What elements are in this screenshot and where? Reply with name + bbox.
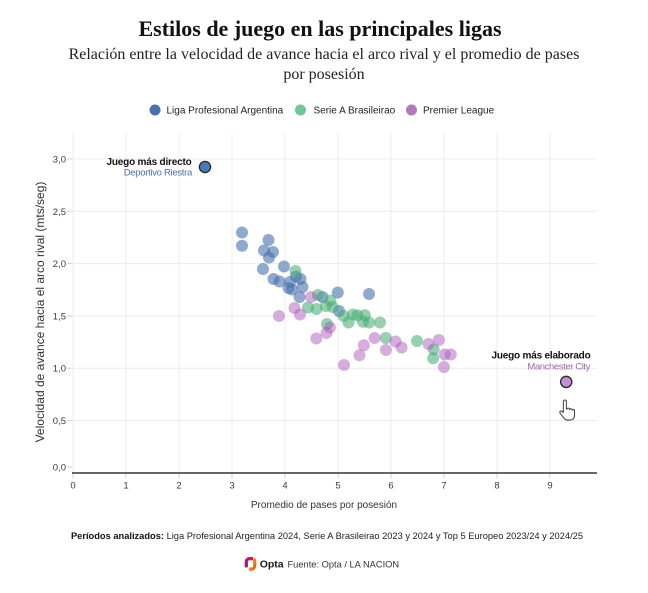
svg-text:Serie A Brasileirao: Serie A Brasileirao (314, 106, 396, 117)
svg-text:Fuente: Opta / LA NACION: Fuente: Opta / LA NACION (288, 559, 400, 569)
svg-text:Velocidad de avance hacia el a: Velocidad de avance hacia el arco rival … (33, 182, 47, 443)
svg-text:Manchester City: Manchester City (527, 362, 590, 373)
svg-text:2,5: 2,5 (53, 207, 66, 218)
svg-text:0: 0 (70, 481, 75, 492)
svg-text:0,5: 0,5 (53, 416, 66, 427)
svg-text:Juego más elaborado: Juego más elaborado (491, 350, 590, 361)
svg-text:8: 8 (494, 481, 499, 492)
svg-text:4: 4 (282, 481, 287, 492)
svg-text:7: 7 (441, 481, 446, 492)
svg-text:5: 5 (335, 481, 340, 492)
svg-text:0,0: 0,0 (53, 463, 66, 474)
svg-text:9: 9 (547, 481, 552, 492)
svg-text:Premier League: Premier League (423, 106, 495, 117)
svg-text:2,0: 2,0 (53, 259, 66, 270)
svg-text:2: 2 (176, 481, 181, 492)
svg-text:1,5: 1,5 (53, 311, 66, 322)
svg-text:1,0: 1,0 (53, 364, 66, 375)
svg-text:Juego más directo: Juego más directo (107, 157, 192, 168)
svg-text:Opta: Opta (260, 558, 284, 570)
svg-text:Deportivo Riestra: Deportivo Riestra (124, 168, 193, 179)
svg-text:Liga Profesional Argentina: Liga Profesional Argentina (167, 106, 284, 117)
svg-text:Promedio de pases por posesión: Promedio de pases por posesión (251, 500, 397, 511)
svg-text:3: 3 (229, 481, 234, 492)
svg-text:Períodos analizados: Liga Prof: Períodos analizados: Liga Profesional Ar… (71, 531, 583, 541)
svg-text:3,0: 3,0 (53, 155, 66, 166)
svg-text:6: 6 (388, 481, 393, 492)
svg-text:1: 1 (123, 481, 128, 492)
